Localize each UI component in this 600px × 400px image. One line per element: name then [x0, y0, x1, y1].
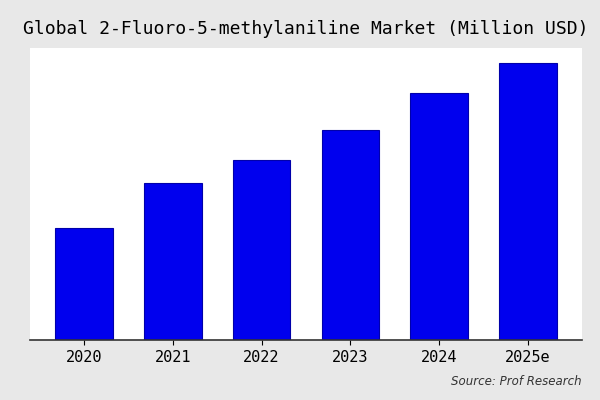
Bar — [55, 228, 113, 340]
Bar — [144, 183, 202, 340]
Text: Source: Prof Research: Source: Prof Research — [451, 375, 582, 388]
Bar — [410, 93, 468, 340]
Bar — [499, 63, 557, 340]
Bar — [233, 160, 290, 340]
Title: Global 2-Fluoro-5-methylaniline Market (Million USD): Global 2-Fluoro-5-methylaniline Market (… — [23, 20, 589, 38]
Bar — [322, 130, 379, 340]
